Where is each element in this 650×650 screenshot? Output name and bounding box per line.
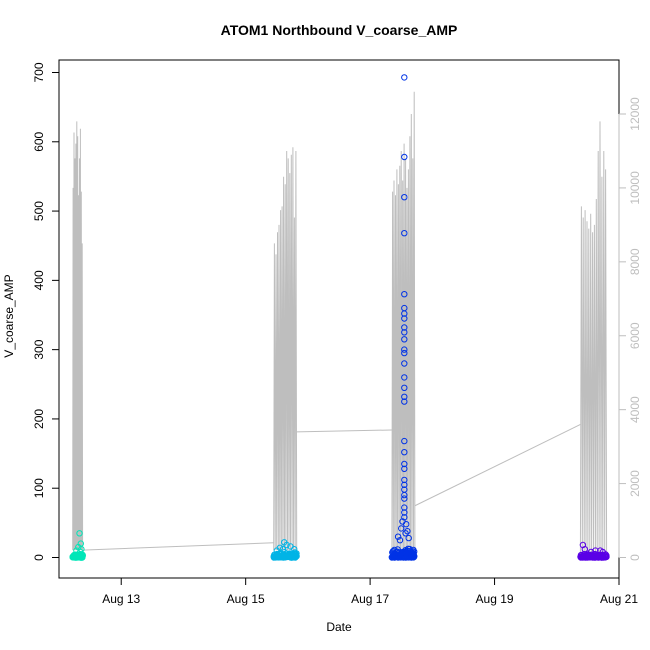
- x-axis-label: Date: [326, 620, 352, 634]
- data-point: [401, 329, 408, 336]
- data-point: [279, 546, 287, 553]
- data-point: [401, 346, 408, 353]
- data-point: [401, 495, 408, 502]
- data-point: [282, 553, 289, 561]
- data-point: [401, 153, 408, 161]
- data-point: [395, 553, 402, 561]
- data-point: [73, 547, 80, 554]
- data-point: [403, 521, 410, 528]
- y-tick-label: 300: [32, 339, 46, 359]
- data-point: [283, 541, 290, 549]
- data-point: [401, 465, 408, 472]
- data-point: [401, 551, 408, 559]
- data-point: [577, 552, 585, 559]
- data-point: [401, 437, 408, 445]
- gray-line-connector-3: [414, 424, 581, 507]
- y2-tick-label: 0: [628, 554, 642, 561]
- data-point: [399, 553, 406, 561]
- data-point: [401, 74, 408, 81]
- data-point: [401, 336, 408, 343]
- data-point: [401, 374, 408, 381]
- y-tick-label: 400: [32, 270, 46, 290]
- y2-tick-label: 8000: [628, 248, 642, 275]
- gray-line-connector-2: [296, 429, 392, 433]
- x-tick-label: Aug 13: [102, 592, 140, 606]
- y2-tick-label: 12000: [628, 97, 642, 131]
- x-tick-label: Aug 19: [476, 592, 514, 606]
- data-point: [592, 547, 599, 554]
- data-point: [396, 537, 404, 544]
- data-point: [401, 491, 408, 499]
- data-point: [587, 548, 595, 556]
- y2-tick-label: 6000: [628, 322, 642, 349]
- data-point: [405, 534, 412, 542]
- chart-title: ATOM1 Northbound V_coarse_AMP: [221, 22, 458, 38]
- data-point: [581, 546, 588, 553]
- data-point: [401, 460, 408, 468]
- data-point: [394, 533, 402, 540]
- data-point: [401, 509, 408, 516]
- gray-line-segment-2: [273, 147, 298, 551]
- data-point: [401, 481, 408, 488]
- x-tick-label: Aug 17: [351, 592, 389, 606]
- data-point: [402, 530, 409, 537]
- data-point: [401, 291, 408, 298]
- y-tick-label: 0: [32, 554, 46, 561]
- data-point: [286, 550, 293, 557]
- data-point: [398, 525, 405, 532]
- data-point: [410, 550, 417, 557]
- y-tick-label: 200: [32, 409, 46, 429]
- data-point: [584, 554, 591, 561]
- y-tick-label: 500: [32, 201, 46, 221]
- data-point: [401, 398, 408, 405]
- data-point: [599, 548, 606, 556]
- data-point: [72, 554, 79, 561]
- y2-tick-label: 4000: [628, 396, 642, 423]
- data-point: [401, 349, 408, 357]
- data-point: [401, 449, 408, 456]
- y-axis-label: V_coarse_AMP: [2, 274, 16, 357]
- data-point: [393, 552, 401, 559]
- y2-tick-label: 2000: [628, 470, 642, 497]
- y-tick-label: 100: [32, 478, 46, 498]
- data-point: [401, 324, 408, 331]
- data-point: [76, 530, 83, 537]
- data-point: [279, 554, 286, 561]
- data-point: [401, 360, 408, 367]
- data-point: [273, 547, 280, 554]
- x-tick-label: Aug 15: [227, 592, 265, 606]
- data-point: [401, 230, 408, 237]
- data-point: [401, 194, 408, 201]
- x-tick-label: Aug 21: [600, 592, 638, 606]
- data-point: [401, 315, 408, 322]
- gray-line-segment-1: [72, 121, 84, 551]
- data-point: [583, 551, 591, 559]
- data-point: [77, 548, 84, 556]
- data-point: [275, 553, 282, 560]
- data-point: [401, 384, 408, 391]
- y-tick-label: 600: [32, 131, 46, 151]
- gray-line-connector-1: [82, 542, 274, 551]
- data-points-layer: [69, 74, 610, 561]
- data-point: [291, 546, 298, 553]
- data-point: [401, 393, 408, 400]
- y-tick-label: 700: [32, 62, 46, 82]
- y2-tick-label: 10000: [628, 171, 642, 205]
- axes-layer: 0 100 200 300 400 500 600 700 0 2000 4000 6000 8000 1…: [32, 59, 642, 606]
